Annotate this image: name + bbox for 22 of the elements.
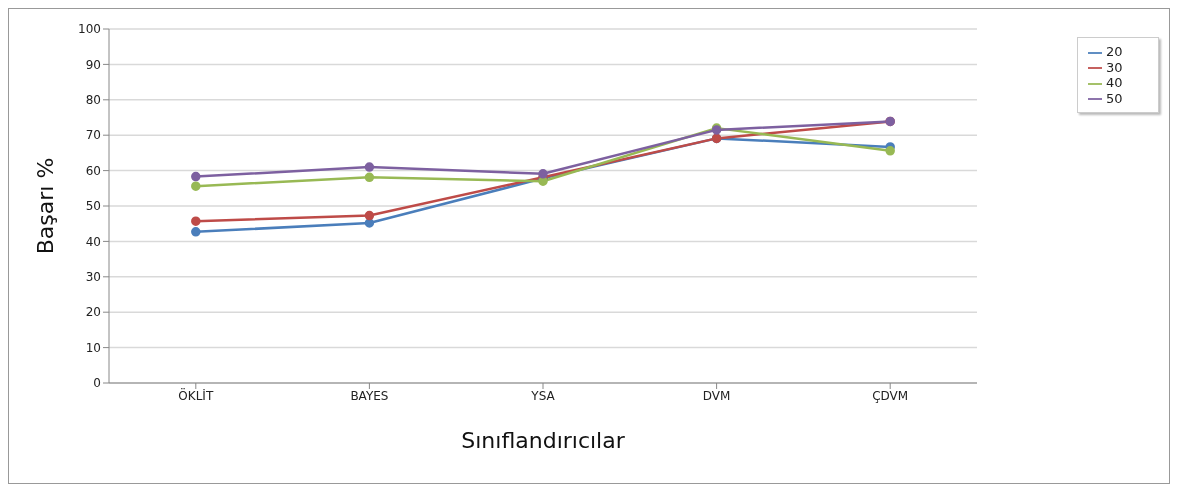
y-tick-label: 90 bbox=[85, 57, 101, 72]
x-tick-label: DVM bbox=[702, 388, 731, 403]
x-tick-label: ÇDVM bbox=[872, 388, 909, 403]
y-tick-label: 100 bbox=[78, 22, 101, 37]
y-tick-label: 40 bbox=[85, 234, 101, 249]
y-tick-label: 0 bbox=[93, 376, 101, 391]
x-tick-label: BAYES bbox=[350, 388, 389, 403]
y-tick-label: 30 bbox=[85, 270, 101, 285]
x-tick-label: YSA bbox=[530, 388, 556, 403]
y-tick-label: 80 bbox=[85, 93, 101, 108]
y-tick-label: 60 bbox=[85, 163, 101, 178]
y-tick-label: 10 bbox=[85, 340, 101, 355]
x-tick-label: ÖKLİT bbox=[178, 386, 214, 403]
legend-label: 50 bbox=[1106, 90, 1123, 106]
y-tick-label: 50 bbox=[85, 199, 101, 214]
y-tick-label: 20 bbox=[85, 305, 101, 320]
legend-label: 30 bbox=[1106, 59, 1123, 75]
y-tick-label: 70 bbox=[85, 128, 101, 143]
y-axis-title: Başarı % bbox=[32, 157, 58, 255]
x-axis-title: Sınıflandırıcılar bbox=[461, 428, 626, 453]
legend-label: 40 bbox=[1106, 75, 1123, 90]
legend-label: 20 bbox=[1106, 44, 1123, 59]
